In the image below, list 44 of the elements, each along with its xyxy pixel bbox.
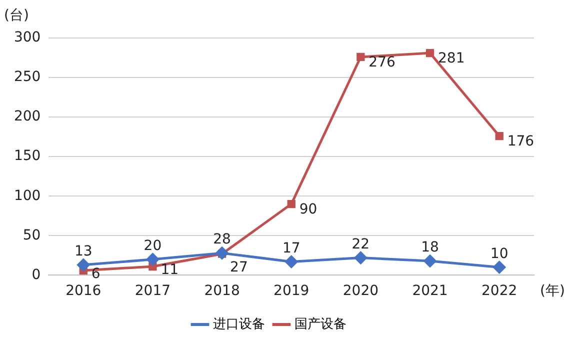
x-tick-label: 2020 <box>342 283 379 300</box>
y-axis-title: (台) <box>4 8 29 24</box>
y-tick-label: 50 <box>22 227 41 244</box>
x-tick-label: 2022 <box>482 283 518 300</box>
point <box>146 253 159 266</box>
y-tick-label: 0 <box>32 266 41 283</box>
data-label: 281 <box>438 50 465 67</box>
point <box>424 254 436 268</box>
point <box>77 258 90 272</box>
data-label: 276 <box>368 54 396 71</box>
data-label: 13 <box>74 244 92 260</box>
point <box>493 261 506 274</box>
point <box>148 262 157 271</box>
point <box>287 200 296 208</box>
point <box>285 256 298 268</box>
point <box>354 252 367 264</box>
y-tick-label: 150 <box>14 148 41 164</box>
y-tick-label: 200 <box>14 108 41 125</box>
legend-label: 国产设备 <box>294 316 346 332</box>
data-label: 22 <box>352 236 370 252</box>
point <box>216 246 228 260</box>
data-label: 11 <box>160 262 179 278</box>
x-tick-label: 2017 <box>134 283 171 300</box>
x-tick-label: 2018 <box>204 283 240 300</box>
data-label: 10 <box>490 246 508 262</box>
data-label: 90 <box>299 202 318 218</box>
legend-label: 进口设备 <box>213 316 265 332</box>
y-tick-label: 100 <box>14 188 41 204</box>
point <box>356 52 365 62</box>
data-label: 20 <box>144 238 162 254</box>
data-label: 17 <box>282 240 300 256</box>
y-tick-label: 250 <box>14 69 41 86</box>
point <box>426 48 434 58</box>
data-label: 18 <box>421 240 439 256</box>
x-tick-label: 2021 <box>412 283 448 300</box>
x-axis-title: (年) <box>540 282 565 299</box>
data-label: 176 <box>507 134 534 150</box>
data-label: 6 <box>91 266 100 282</box>
x-tick-label: 2019 <box>274 283 310 300</box>
point <box>495 132 504 140</box>
data-label: 28 <box>213 232 231 248</box>
x-tick-label: 2016 <box>66 283 102 300</box>
y-tick-label: 300 <box>14 30 41 46</box>
data-label: 27 <box>230 259 248 276</box>
